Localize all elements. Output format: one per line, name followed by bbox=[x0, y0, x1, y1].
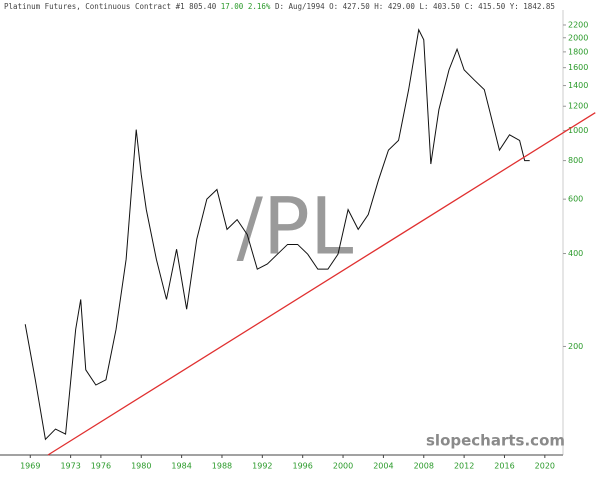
y-tick-label: 2000 bbox=[568, 33, 588, 42]
header-item: L: bbox=[419, 2, 428, 11]
header-item: 17.00 bbox=[221, 2, 244, 11]
trendline bbox=[47, 112, 596, 456]
x-tick-label: 2008 bbox=[414, 462, 434, 471]
x-tick-label: 1996 bbox=[293, 462, 313, 471]
y-tick-label: 2200 bbox=[568, 20, 588, 29]
header-item: Platinum Futures, Continuous Contract #1 bbox=[4, 2, 185, 11]
x-tick-label: 2016 bbox=[494, 462, 514, 471]
header-item: 429.00 bbox=[388, 2, 416, 11]
x-tick-label: 1976 bbox=[91, 462, 111, 471]
x-tick-label: 2020 bbox=[535, 462, 555, 471]
header-item: Y: bbox=[510, 2, 519, 11]
x-tick-label: 2004 bbox=[373, 462, 393, 471]
watermark: /PL bbox=[237, 182, 354, 272]
x-tick-label: 1973 bbox=[60, 462, 80, 471]
header-item: 403.50 bbox=[433, 2, 461, 11]
x-tick-label: 2000 bbox=[333, 462, 353, 471]
header-item: C: bbox=[465, 2, 474, 11]
x-tick-label: 1992 bbox=[252, 462, 272, 471]
header-item: H: bbox=[374, 2, 383, 11]
header-item: 415.50 bbox=[478, 2, 506, 11]
price-line bbox=[24, 28, 530, 441]
header-item: 427.50 bbox=[343, 2, 371, 11]
y-tick-label: 400 bbox=[568, 249, 583, 258]
y-tick-label: 1400 bbox=[568, 81, 588, 90]
y-tick-label: 200 bbox=[568, 342, 583, 351]
header-item: 805.40 bbox=[189, 2, 217, 11]
x-tick-label: 1980 bbox=[131, 462, 151, 471]
y-tick-label: 800 bbox=[568, 156, 583, 165]
header: Platinum Futures, Continuous Contract #1… bbox=[4, 2, 555, 11]
x-tick-label: 1969 bbox=[20, 462, 40, 471]
y-tick-label: 1200 bbox=[568, 102, 588, 111]
y-tick-label: 600 bbox=[568, 195, 583, 204]
y-tick-label: 1600 bbox=[568, 63, 588, 72]
header-item: 1842.85 bbox=[523, 2, 555, 11]
x-tick-label: 1988 bbox=[212, 462, 232, 471]
header-item: 2.16% bbox=[248, 2, 271, 11]
x-tick-label: 2012 bbox=[454, 462, 474, 471]
source: slopecharts.com bbox=[426, 432, 565, 450]
y-tick-label: 1000 bbox=[568, 126, 588, 135]
header-item: O: bbox=[329, 2, 338, 11]
y-tick-label: 1800 bbox=[568, 47, 588, 56]
header-item: D: Aug/1994 bbox=[275, 2, 325, 11]
x-tick-label: 1984 bbox=[171, 462, 191, 471]
